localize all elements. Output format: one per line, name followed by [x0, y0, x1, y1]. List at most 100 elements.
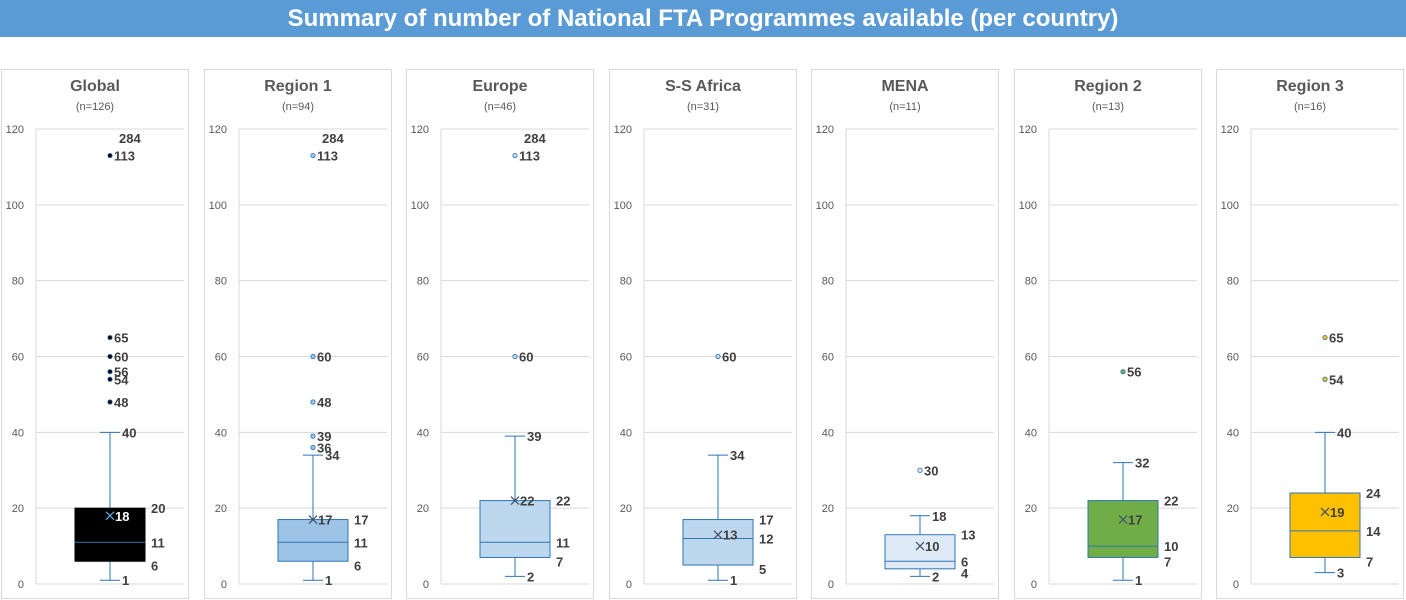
y-tick-label: 0	[1031, 579, 1037, 591]
panel-europe: Europe (n=46) 0 20 40 60 80 100 120 22 22 11 7 39 2 60 1…	[406, 69, 594, 599]
q1-label: 6	[354, 558, 361, 573]
outlier-point	[310, 444, 316, 451]
median-label: 12	[759, 532, 773, 547]
q3-label: 13	[961, 528, 975, 543]
box-plot: 0 20 40 60 80 100 120 22 22 11 7 39 2 60 113 284	[411, 124, 589, 591]
min-label: 1	[1135, 573, 1142, 588]
y-tick-label: 100	[209, 200, 227, 212]
panel-title: Region 1	[264, 78, 332, 95]
min-label: 3	[1337, 566, 1344, 581]
offscale-outlier-label: 284	[322, 131, 344, 146]
outlier-label: 56	[1127, 365, 1141, 380]
mean-marker	[915, 541, 925, 551]
y-tick-label: 40	[620, 427, 632, 439]
y-tick-label: 80	[822, 276, 834, 288]
panel-title: S-S Africa	[665, 78, 741, 95]
y-tick-label: 20	[1025, 503, 1037, 515]
max-label: 18	[932, 509, 946, 524]
max-label: 34	[325, 448, 340, 463]
y-tick-label: 120	[6, 124, 24, 136]
box-iqr	[277, 519, 349, 562]
panel-sample-size: (n=94)	[281, 101, 315, 113]
outlier-point	[107, 334, 113, 341]
y-tick-label: 120	[1019, 124, 1037, 136]
outlier-point	[715, 353, 721, 360]
mean-marker	[510, 496, 520, 506]
y-tick-label: 100	[614, 200, 632, 212]
outlier-label: 60	[317, 350, 331, 365]
y-tick-label: 100	[411, 200, 429, 212]
box-iqr	[74, 507, 146, 562]
mean-label: 19	[1330, 505, 1344, 520]
mean-label: 10	[925, 539, 939, 554]
panel-sample-size: (n=13)	[1091, 101, 1125, 113]
outlier-label: 65	[1329, 331, 1343, 346]
y-tick-label: 40	[215, 427, 227, 439]
panel-sample-size: (n=31)	[686, 101, 720, 113]
y-tick-label: 100	[816, 200, 834, 212]
max-label: 34	[730, 448, 745, 463]
y-tick-label: 80	[1025, 276, 1037, 288]
median-label: 11	[151, 535, 165, 550]
outlier-label: 48	[317, 395, 331, 410]
outlier-point	[1322, 334, 1328, 341]
mean-marker	[1118, 515, 1128, 525]
y-tick-label: 120	[614, 124, 632, 136]
chart-title: Summary of number of National FTA Progra…	[0, 0, 1406, 37]
y-tick-label: 100	[1221, 200, 1239, 212]
box-plot: 0 20 40 60 80 100 120 17 22 107 32 1 56	[1019, 124, 1197, 591]
outlier-point	[310, 433, 316, 439]
y-tick-label: 20	[12, 503, 24, 515]
outlier-label: 30	[924, 463, 938, 478]
y-tick-label: 0	[1233, 579, 1239, 591]
panel-sample-size: (n=16)	[1293, 101, 1327, 113]
y-tick-label: 40	[12, 427, 24, 439]
y-tick-label: 40	[417, 427, 429, 439]
box-plot: 0 20 40 60 80 100 120 19 24 14 7 40 3 54 65	[1221, 124, 1399, 591]
panel-title: Region 3	[1276, 78, 1344, 95]
y-tick-label: 0	[828, 579, 834, 591]
y-tick-label: 80	[1227, 276, 1239, 288]
q3-label: 17	[354, 513, 368, 528]
box-iqr	[682, 519, 754, 566]
median-label: 10	[1164, 539, 1178, 554]
y-tick-label: 20	[822, 503, 834, 515]
min-label: 2	[527, 569, 534, 584]
panel-global: Global (n=126) 0 20 40 60 80 100 120 18 20 11 6 40 1 48…	[1, 69, 189, 599]
outlier-label: 54	[114, 372, 129, 387]
outlier-point	[917, 467, 923, 473]
q3-label: 17	[759, 513, 773, 528]
panel-sample-size: (n=11)	[889, 101, 921, 113]
y-tick-label: 0	[626, 579, 632, 591]
outlier-point	[1120, 369, 1126, 375]
y-tick-label: 20	[1227, 503, 1239, 515]
outlier-point	[107, 369, 113, 375]
box-iqr	[884, 534, 956, 570]
panel-sample-size: (n=46)	[483, 101, 517, 113]
outlier-label: 113	[519, 149, 540, 164]
box-plot: 0 20 40 60 80 100 120 10 13 64 18 2 30	[816, 124, 994, 591]
y-tick-label: 40	[1025, 427, 1037, 439]
q3-label: 20	[151, 501, 165, 516]
mean-label: 13	[723, 528, 737, 543]
y-tick-label: 60	[12, 352, 24, 364]
mean-marker	[308, 515, 318, 525]
y-tick-label: 60	[1025, 352, 1037, 364]
y-tick-label: 20	[620, 503, 632, 515]
panel-s-s-africa: S-S Africa (n=31) 0 20 40 60 80 100 120 13 17 12 5 34…	[609, 69, 797, 599]
median-label: 6	[961, 554, 968, 569]
outlier-label: 54	[1329, 372, 1344, 387]
min-label: 1	[730, 573, 737, 588]
min-label: 2	[932, 569, 939, 584]
outlier-point	[310, 152, 316, 159]
outlier-label: 48	[114, 395, 128, 410]
panel-title: Europe	[472, 78, 528, 95]
y-tick-label: 60	[417, 352, 429, 364]
outlier-label: 60	[519, 350, 533, 365]
panel-region-1: Region 1 (n=94) 0 20 40 60 80 100 120 17 17 11 6 34 1 3…	[204, 69, 392, 599]
y-tick-label: 80	[620, 276, 632, 288]
mean-marker	[105, 511, 115, 521]
y-tick-label: 60	[1227, 352, 1239, 364]
